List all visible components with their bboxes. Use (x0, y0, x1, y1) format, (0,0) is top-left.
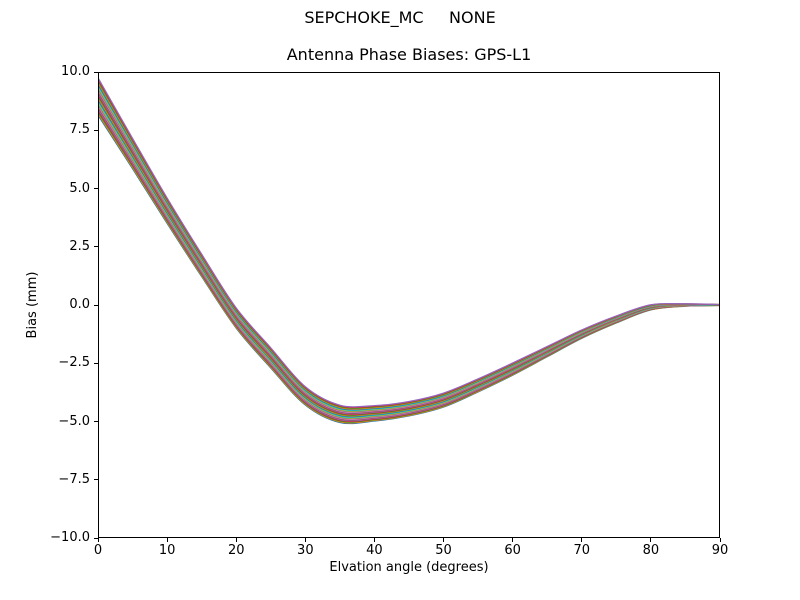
y-tick (94, 304, 98, 306)
bias-curve (98, 106, 720, 421)
y-tick-label: −5.0 (58, 413, 90, 429)
y-tick-label: −2.5 (58, 355, 90, 371)
y-tick (94, 246, 98, 248)
y-tick-label: 7.5 (69, 122, 90, 138)
y-axis-label: Bias (mm) (25, 271, 40, 339)
y-tick (94, 71, 98, 73)
bias-curve (98, 114, 720, 425)
bias-curve (98, 77, 720, 408)
figure-suptitle: SEPCHOKE_MC NONE (304, 8, 496, 27)
y-tick (94, 129, 98, 131)
x-tick (373, 538, 375, 542)
y-tick (94, 188, 98, 189)
axes-spines (98, 72, 720, 538)
y-tick-label: 0.0 (69, 297, 90, 312)
x-tick-label: 20 (227, 543, 245, 558)
bias-curve (98, 111, 720, 423)
x-tick (719, 538, 721, 542)
x-tick-label: 0 (93, 543, 103, 558)
x-tick (235, 538, 237, 542)
x-tick (512, 538, 514, 542)
y-tick (94, 479, 98, 481)
y-tick (94, 537, 98, 539)
x-tick-label: 70 (573, 543, 591, 558)
y-tick-label: −10.0 (50, 530, 90, 545)
x-tick (166, 538, 168, 542)
x-tick-label: 60 (504, 543, 521, 558)
y-tick-label: −7.5 (58, 471, 90, 487)
x-tick (650, 538, 652, 542)
y-tick (94, 362, 98, 364)
x-tick (443, 538, 445, 542)
bias-curve (98, 108, 720, 422)
x-axis-label: Elvation angle (degrees) (329, 560, 489, 575)
x-tick-label: 90 (711, 543, 729, 558)
x-tick (304, 538, 306, 542)
x-tick-label: 80 (642, 543, 660, 558)
bias-curve (98, 105, 720, 420)
plot-area (98, 72, 720, 538)
x-tick (97, 538, 99, 542)
x-tick (581, 538, 583, 542)
x-tick-label: 50 (435, 543, 452, 558)
y-tick-label: 2.5 (69, 238, 90, 254)
y-tick (94, 421, 98, 422)
axes-title: Antenna Phase Biases: GPS-L1 (286, 45, 532, 64)
bias-curve (98, 110, 720, 423)
x-tick-label: 10 (158, 543, 176, 558)
x-tick-label: 30 (297, 543, 314, 558)
y-tick-label: 5.0 (69, 180, 90, 196)
y-tick-label: 10.0 (61, 64, 90, 79)
bias-curve (98, 113, 720, 424)
x-tick-label: 40 (366, 543, 383, 558)
curves-layer (98, 77, 720, 425)
